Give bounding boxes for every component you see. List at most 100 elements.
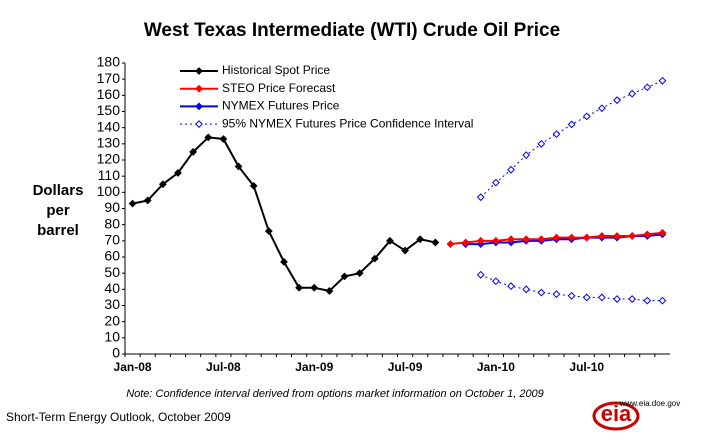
data-point	[310, 283, 319, 292]
data-point	[582, 233, 591, 242]
data-point	[643, 83, 652, 92]
y-tick-label: 150	[97, 102, 121, 118]
data-point	[491, 277, 500, 286]
data-point	[643, 230, 652, 239]
data-point	[401, 246, 409, 255]
data-point	[658, 296, 667, 305]
note: Note: Confidence interval derived from o…	[126, 388, 544, 400]
data-point	[340, 272, 349, 281]
legend-label: STEO Price Forecast	[222, 81, 336, 95]
data-point	[613, 295, 621, 303]
y-tick-label: 0	[112, 345, 120, 361]
data-point	[476, 236, 485, 245]
logo: eia www.eia.doe.gov	[592, 399, 680, 431]
data-point	[370, 254, 379, 263]
data-point	[143, 196, 152, 205]
data-point	[613, 96, 621, 105]
y-tick-label: 70	[104, 232, 120, 248]
data-point	[158, 180, 167, 189]
data-point	[552, 233, 561, 242]
data-point	[628, 232, 637, 240]
data-point	[567, 120, 576, 129]
data-point	[597, 293, 606, 302]
data-point	[295, 283, 304, 292]
source: Short-Term Energy Outlook, October 2009	[6, 410, 231, 424]
data-point	[567, 233, 576, 242]
y-tick-label: 180	[97, 54, 121, 70]
data-point	[386, 236, 394, 245]
y-axis-label: barrel	[37, 222, 79, 239]
data-point	[582, 112, 591, 121]
data-point	[249, 181, 258, 190]
logo-text: eia	[601, 401, 632, 426]
y-axis-label: per	[46, 202, 70, 219]
y-tick-label: 130	[97, 135, 121, 151]
data-point	[280, 257, 288, 266]
y-tick-label: 170	[97, 70, 121, 86]
data-point	[522, 285, 531, 294]
y-tick-label: 100	[97, 183, 121, 199]
x-tick-label: Jan-09	[295, 360, 333, 374]
legend-marker	[195, 120, 203, 129]
data-point	[325, 287, 334, 295]
data-point	[189, 148, 198, 156]
data-point	[522, 151, 531, 160]
data-point	[507, 235, 515, 244]
y-tick-label: 40	[104, 280, 120, 296]
data-point	[582, 293, 591, 302]
y-tick-label: 60	[104, 248, 120, 264]
data-point	[476, 193, 485, 202]
chart-title: West Texas Intermediate (WTI) Crude Oil …	[144, 20, 560, 41]
data-point	[537, 288, 546, 297]
data-point	[491, 236, 500, 245]
data-point	[204, 133, 213, 142]
logo-ring	[592, 401, 640, 431]
x-tick-label: Jan-10	[477, 360, 515, 374]
y-tick-label: 120	[97, 151, 121, 167]
data-point	[476, 270, 485, 279]
data-point	[507, 165, 515, 174]
data-point	[461, 238, 470, 247]
data-point	[507, 282, 515, 291]
data-point	[597, 232, 606, 240]
data-point	[234, 162, 243, 171]
data-point	[628, 295, 637, 303]
data-point	[522, 235, 531, 244]
data-point	[537, 235, 546, 244]
data-point	[658, 76, 667, 85]
legend-marker	[195, 84, 203, 93]
logo-url: www.eia.doe.gov	[619, 399, 680, 408]
legend-label: 95% NYMEX Futures Price Confidence Inter…	[222, 116, 473, 130]
x-tick-label: Jan-08	[114, 360, 152, 374]
data-point	[628, 89, 637, 98]
data-point	[416, 235, 425, 244]
data-point	[128, 199, 137, 208]
data-point	[597, 104, 606, 113]
data-point	[355, 269, 364, 278]
y-tick-label: 30	[104, 296, 120, 312]
data-point	[174, 169, 182, 177]
y-tick-label: 160	[97, 86, 121, 102]
data-point	[613, 232, 621, 240]
data-point	[552, 290, 561, 299]
y-tick-label: 80	[104, 215, 120, 231]
data-point	[658, 228, 667, 237]
data-point	[552, 130, 561, 139]
y-tick-label: 140	[97, 118, 121, 134]
data-point	[643, 296, 652, 305]
legend-marker	[195, 102, 203, 111]
legend-label: Historical Spot Price	[222, 63, 330, 77]
y-tick-label: 20	[104, 312, 120, 328]
y-axis-label: Dollars	[33, 182, 84, 199]
data-point	[446, 240, 455, 248]
data-point	[491, 178, 500, 187]
legend-marker	[195, 67, 203, 75]
x-tick-label: Jul-08	[206, 360, 241, 374]
y-tick-label: 90	[104, 199, 120, 215]
y-tick-label: 110	[98, 167, 121, 183]
data-point	[431, 238, 440, 247]
data-point	[264, 227, 273, 236]
data-point	[219, 135, 228, 143]
